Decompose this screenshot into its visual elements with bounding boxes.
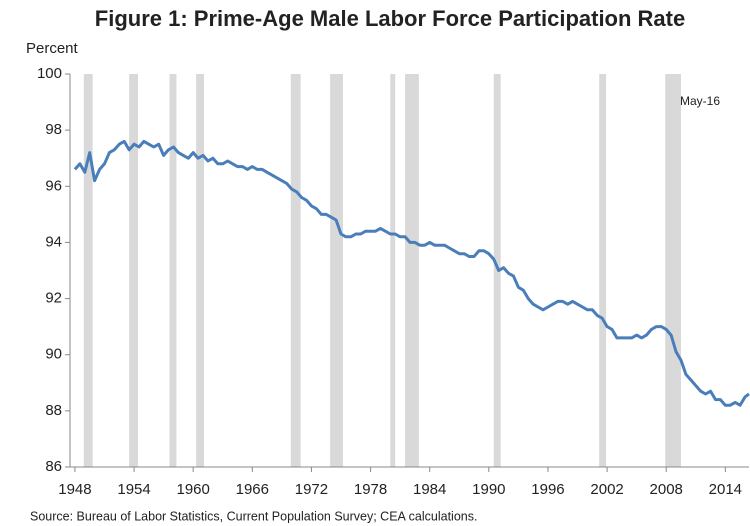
- y-tick-label: 98: [45, 121, 62, 138]
- recession-band: [390, 74, 396, 467]
- y-tick-label: 100: [37, 65, 62, 82]
- recession-band: [599, 74, 607, 467]
- x-tick-label: 1960: [176, 481, 209, 498]
- x-tick-label: 1948: [58, 481, 91, 498]
- y-tick-label: 94: [45, 233, 62, 250]
- y-tick-label: 96: [45, 177, 62, 194]
- recession-band: [290, 74, 301, 467]
- x-tick-label: 2008: [650, 481, 683, 498]
- data-line: [73, 139, 750, 407]
- x-tick-label: 1966: [236, 481, 269, 498]
- x-tick-label: 1996: [531, 481, 564, 498]
- x-tick-label: 1990: [472, 481, 505, 498]
- recession-band: [665, 74, 682, 467]
- annotation: May-16: [680, 94, 720, 108]
- y-tick-label: 90: [45, 346, 62, 363]
- recession-band: [129, 74, 138, 467]
- x-tick-label: 1954: [117, 481, 150, 498]
- x-tick-label: 2014: [709, 481, 742, 498]
- y-tick-label: 86: [45, 458, 62, 475]
- recession-band: [83, 74, 93, 467]
- x-tick-label: 1972: [295, 481, 328, 498]
- y-tick-label: 92: [45, 290, 62, 307]
- recession-band: [405, 74, 419, 467]
- x-tick-label: 2002: [590, 481, 623, 498]
- y-tick-label: 88: [45, 402, 62, 419]
- x-tick-label: 1984: [413, 481, 446, 498]
- source-note: Source: Bureau of Labor Statistics, Curr…: [30, 509, 477, 523]
- recession-band: [169, 74, 177, 467]
- recession-band: [196, 74, 205, 467]
- recession-band: [330, 74, 343, 467]
- x-tick-label: 1978: [354, 481, 387, 498]
- chart-title: Figure 1: Prime-Age Male Labor Force Par…: [95, 6, 685, 31]
- y-axis-label: Percent: [26, 40, 79, 57]
